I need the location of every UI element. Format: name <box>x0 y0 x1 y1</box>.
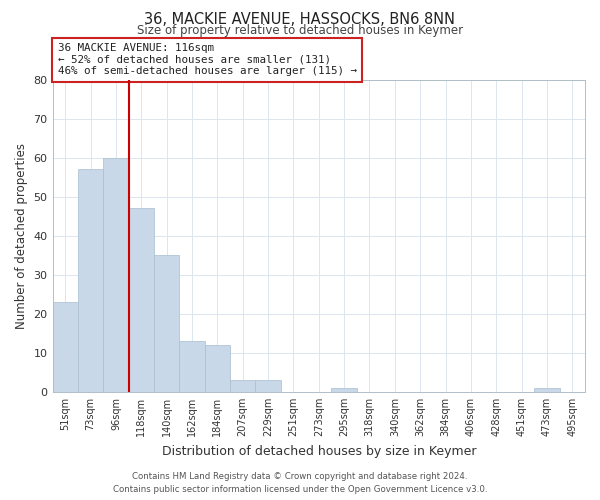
Text: 36, MACKIE AVENUE, HASSOCKS, BN6 8NN: 36, MACKIE AVENUE, HASSOCKS, BN6 8NN <box>145 12 455 28</box>
Bar <box>331 388 357 392</box>
Bar <box>256 380 281 392</box>
Y-axis label: Number of detached properties: Number of detached properties <box>15 142 28 328</box>
Bar <box>179 341 205 392</box>
Text: Contains HM Land Registry data © Crown copyright and database right 2024.
Contai: Contains HM Land Registry data © Crown c… <box>113 472 487 494</box>
Text: Size of property relative to detached houses in Keymer: Size of property relative to detached ho… <box>137 24 463 37</box>
Bar <box>534 388 560 392</box>
Bar <box>128 208 154 392</box>
Bar <box>230 380 256 392</box>
Bar <box>78 170 103 392</box>
Bar <box>205 345 230 392</box>
Bar <box>154 256 179 392</box>
Bar <box>103 158 128 392</box>
Text: 36 MACKIE AVENUE: 116sqm
← 52% of detached houses are smaller (131)
46% of semi-: 36 MACKIE AVENUE: 116sqm ← 52% of detach… <box>58 43 357 76</box>
X-axis label: Distribution of detached houses by size in Keymer: Distribution of detached houses by size … <box>161 444 476 458</box>
Bar <box>53 302 78 392</box>
